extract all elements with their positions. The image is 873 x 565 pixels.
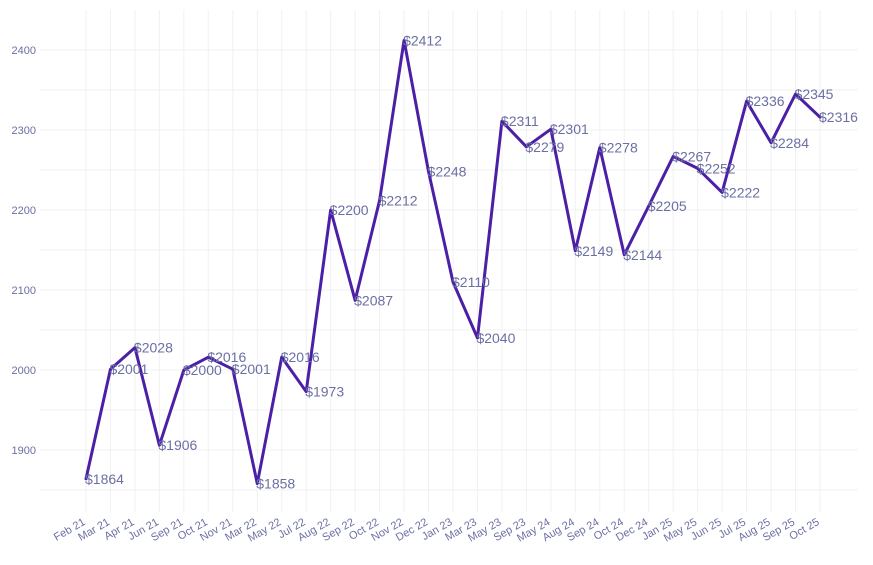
data-label: $2001 bbox=[232, 361, 271, 377]
y-tick-label: 2200 bbox=[12, 205, 36, 217]
data-label: $1858 bbox=[256, 476, 295, 492]
data-label: $2144 bbox=[623, 247, 662, 263]
data-label: $2001 bbox=[109, 361, 148, 377]
data-label: $1973 bbox=[305, 384, 344, 400]
series-line-group bbox=[84, 38, 822, 486]
y-axis-ticks: 1900 2000 2100 2200 2300 2400 bbox=[12, 45, 36, 457]
data-label: $2301 bbox=[550, 121, 589, 137]
data-label: $2279 bbox=[525, 139, 564, 155]
data-label: $2412 bbox=[403, 32, 442, 48]
y-tick-label: 2400 bbox=[12, 45, 36, 57]
data-label: $2200 bbox=[330, 202, 369, 218]
data-label: $2284 bbox=[770, 135, 809, 151]
y-tick-label: 2100 bbox=[12, 285, 36, 297]
data-label: $2267 bbox=[672, 148, 711, 164]
data-label: $2316 bbox=[819, 109, 858, 125]
data-label: $2087 bbox=[354, 292, 393, 308]
data-label: $2149 bbox=[574, 243, 613, 259]
data-label: $2016 bbox=[207, 349, 246, 365]
data-label: $1906 bbox=[158, 437, 197, 453]
data-label: $2278 bbox=[599, 140, 638, 156]
grid bbox=[40, 10, 858, 512]
data-label: $2222 bbox=[721, 184, 760, 200]
data-label: $2000 bbox=[183, 362, 222, 378]
data-label: $2252 bbox=[697, 160, 736, 176]
data-label: $2205 bbox=[648, 198, 687, 214]
y-tick-label: 1900 bbox=[12, 445, 36, 457]
data-label: $2248 bbox=[428, 164, 467, 180]
series-line bbox=[84, 38, 822, 486]
data-label: $2040 bbox=[476, 330, 515, 346]
data-label: $1864 bbox=[85, 471, 124, 487]
data-labels: $1864$2001$2028$1906$2000$2016$2001$1858… bbox=[85, 32, 858, 491]
y-tick-label: 2000 bbox=[12, 365, 36, 377]
data-label: $2311 bbox=[501, 113, 539, 129]
data-label: $2212 bbox=[379, 192, 418, 208]
data-label: $2345 bbox=[795, 86, 834, 102]
data-label: $2016 bbox=[281, 349, 320, 365]
data-label: $2110 bbox=[452, 274, 490, 290]
data-label: $2336 bbox=[746, 93, 785, 109]
data-label: $2028 bbox=[134, 340, 173, 356]
y-tick-label: 2300 bbox=[12, 125, 36, 137]
